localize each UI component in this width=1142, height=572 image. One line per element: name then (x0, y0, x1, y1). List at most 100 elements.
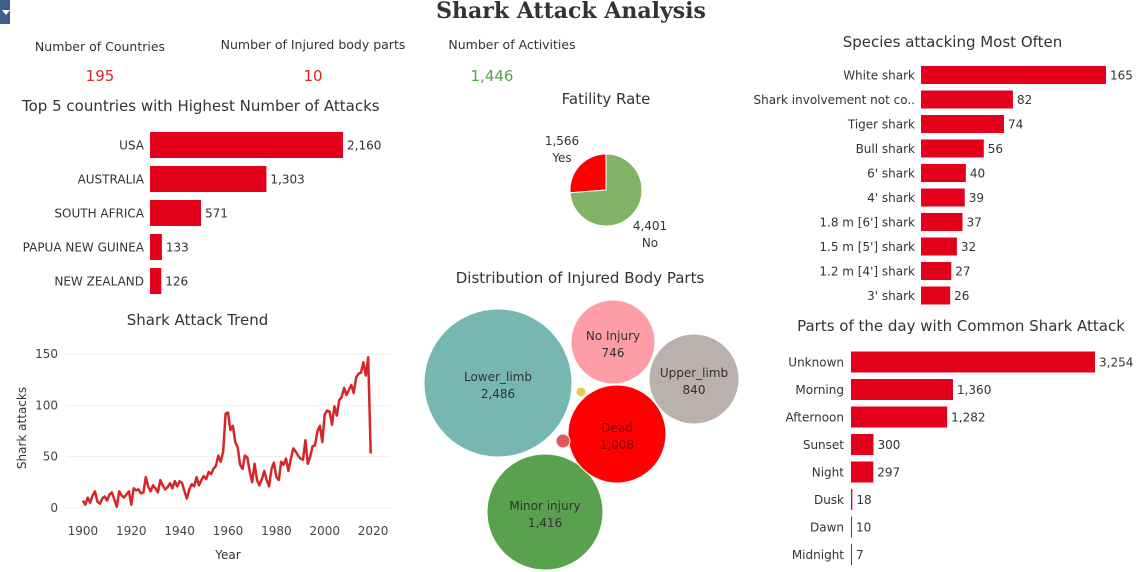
countries-chart-title: Top 5 countries with Highest Number of A… (22, 97, 380, 115)
y-axis-title: Shark attacks (15, 387, 29, 469)
bar-value-label: 297 (877, 466, 900, 480)
kpi-countries-label: Number of Countries (34, 39, 166, 54)
trend-chart-title: Shark Attack Trend (126, 311, 269, 329)
bar (851, 544, 852, 565)
bar-category-label: 1.2 m [4'] shark (819, 265, 915, 279)
bubble (486, 453, 604, 571)
bar (921, 262, 952, 280)
species-chart-title: Species attacking Most Often (842, 33, 1063, 51)
bar-category-label: Sunset (803, 438, 844, 452)
bar (150, 132, 343, 158)
bubble-label: No Injury (586, 329, 640, 343)
trend-line-chart: 0 50 100 150 1900 1920 1940 1960 1980 2000 2020 Yea… (15, 347, 390, 562)
bubble-label: Upper_limb (660, 366, 728, 380)
bubble-value-label: 746 (602, 346, 625, 360)
body-parts-bubble-chart: Lower_limb 2,486 Minor injury 1,416 Dead 1,00… (423, 299, 740, 571)
y-tick-label: 100 (35, 398, 58, 412)
dayparts-chart-title: Parts of the day with Common Shark Attac… (797, 317, 1125, 335)
bar-value-label: 1,303 (270, 173, 304, 187)
bubble-value-label: 2,486 (481, 387, 515, 401)
bar-category-label: White shark (843, 69, 915, 83)
bar (851, 351, 1095, 373)
bar-value-label: 40 (970, 167, 985, 181)
bar-category-label: Shark involvement not co.. (754, 93, 916, 107)
bar (921, 139, 984, 158)
bar (921, 213, 963, 231)
bubble (648, 333, 740, 425)
bar-value-label: 27 (955, 265, 970, 279)
bar-value-label: 300 (877, 438, 900, 452)
bubble (423, 308, 573, 458)
trend-line (81, 355, 372, 509)
bar (851, 379, 953, 400)
kpi-activities-label: Number of Activities (448, 37, 576, 52)
kpi-countries-value: 195 (85, 67, 115, 85)
species-bar-chart: White shark 165 Shark involvement not co..… (754, 66, 1133, 305)
pie-value-label: 4,401 (633, 219, 667, 233)
bar-category-label: 1.5 m [5'] shark (819, 240, 915, 254)
bar-category-label: Midnight (792, 548, 844, 562)
bubble (570, 299, 656, 385)
bar-value-label: 2,160 (347, 139, 381, 153)
bar-value-label: 3,254 (1099, 356, 1133, 370)
bubble (575, 386, 587, 398)
bar-category-label: USA (119, 139, 145, 153)
bar-value-label: 39 (969, 191, 984, 205)
bar-value-label: 7 (856, 548, 864, 562)
bar (150, 268, 162, 294)
bar-value-label: 37 (966, 216, 981, 230)
bar-category-label: Tiger shark (847, 118, 915, 132)
bar (921, 164, 966, 182)
bar (150, 166, 267, 192)
pie-slice (569, 153, 607, 194)
bar-value-label: 56 (988, 142, 1003, 156)
y-tick-label: 50 (43, 450, 58, 464)
bar-value-label: 1,360 (957, 383, 991, 397)
fatality-pie-chart: 1,566 Yes 4,401 No (545, 134, 667, 250)
bar (851, 489, 853, 510)
bar-category-label: AUSTRALIA (78, 173, 145, 187)
bar-value-label: 32 (961, 240, 976, 254)
bar-category-label: Dusk (814, 493, 844, 507)
pie-value-label: 1,566 (545, 134, 579, 148)
bar (851, 434, 874, 455)
bar-value-label: 126 (165, 275, 188, 289)
bar-value-label: 18 (856, 493, 871, 507)
x-tick-label: 1980 (261, 524, 292, 538)
bar-category-label: NEW ZEALAND (54, 275, 144, 289)
pie-slice-label: Yes (551, 151, 571, 165)
kpi-body-parts-label: Number of Injured body parts (220, 37, 406, 52)
bar-value-label: 82 (1017, 93, 1032, 107)
x-axis-title: Year (214, 548, 240, 562)
bubble-value-label: 840 (683, 383, 706, 397)
dashboard-title: Shark Attack Analysis (436, 0, 706, 24)
bar (921, 286, 951, 305)
pie-slice (569, 153, 643, 227)
bubble-label: Dead (601, 421, 633, 435)
pie-slice-label: No (642, 236, 658, 250)
bar (150, 234, 162, 260)
kpi-body-parts-value: 10 (303, 67, 323, 85)
bar-value-label: 133 (166, 241, 189, 255)
x-tick-label: 1960 (213, 524, 244, 538)
x-tick-label: 2000 (309, 524, 340, 538)
bar (921, 188, 965, 207)
bar-category-label: Dawn (810, 521, 844, 535)
bubble-chart-title: Distribution of Injured Body Parts (455, 269, 705, 287)
bar-value-label: 571 (205, 207, 228, 221)
bar-value-label: 10 (856, 521, 871, 535)
dayparts-bar-chart: Unknown 3,254 Morning 1,360 Afternoon 1,282 Su… (786, 351, 1133, 565)
x-tick-label: 1940 (164, 524, 195, 538)
bar-category-label: Afternoon (786, 411, 845, 425)
bar-category-label: Night (812, 466, 845, 480)
bar-value-label: 165 (1110, 69, 1133, 83)
bar-category-label: Unknown (788, 356, 844, 370)
bar (851, 516, 852, 538)
bubble-value-label: 1,416 (528, 516, 562, 530)
bubble-value-label: 1,008 (600, 438, 634, 452)
menu-toggle-icon[interactable] (0, 0, 10, 24)
bar (921, 115, 1004, 133)
bar (851, 406, 948, 428)
bar-category-label: Bull shark (856, 142, 915, 156)
x-tick-label: 2020 (358, 524, 389, 538)
